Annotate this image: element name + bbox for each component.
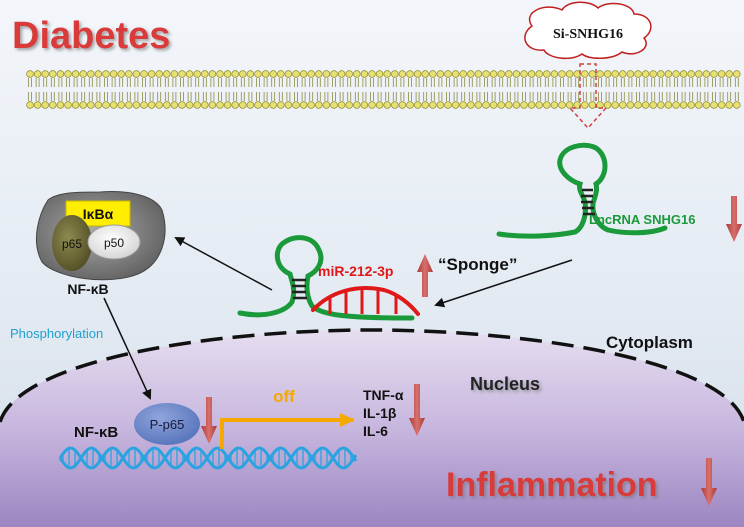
si-snhg16-cloud: Si-SNHG16 <box>524 1 652 60</box>
dna-helix <box>58 446 358 470</box>
mirna-label: miR-212-3p <box>318 263 393 279</box>
mirna-up-arrow <box>417 254 433 297</box>
transcription-off-arrow <box>220 413 355 449</box>
lncrna-snhg16-structure <box>496 142 668 239</box>
pp65-label: P-p65 <box>150 417 185 432</box>
p50-label: p50 <box>104 236 124 250</box>
lncrna-down-arrow <box>726 196 742 242</box>
off-label: off <box>273 387 295 406</box>
title-diabetes: Diabetes <box>12 15 170 57</box>
inflammation-label: Inflammation <box>446 466 658 504</box>
nfkb-nucleus-label: NF-κB <box>74 424 118 441</box>
p65-label: p65 <box>62 237 82 251</box>
sponge-label: “Sponge” <box>438 255 517 274</box>
nucleus-region <box>0 330 744 527</box>
pp65-down-arrow <box>201 397 217 444</box>
si-entry-arrow <box>568 63 608 130</box>
phosphorylation-arrow <box>103 297 152 400</box>
cytoplasm-label: Cytoplasm <box>606 333 693 352</box>
cytokines-down-arrow <box>409 384 425 436</box>
mirna-to-nfkb-arrow <box>174 237 273 291</box>
phosphorylation-label: Phosphorylation <box>10 326 103 341</box>
lncrna-to-mirna-arrow <box>434 259 573 308</box>
ikba-label: IκBα <box>83 206 114 222</box>
nuclear-membrane <box>0 328 744 423</box>
nfkb-label: NF-κB <box>67 281 108 297</box>
cell-membrane <box>26 70 741 109</box>
cytokine-il1b: IL-1β <box>363 405 397 421</box>
lncrna-label: LncRNA SNHG16 <box>589 212 695 227</box>
mirna-sponge-structure <box>237 235 420 321</box>
cytokine-il6: IL-6 <box>363 423 388 439</box>
si-snhg16-label: Si-SNHG16 <box>553 27 623 42</box>
nucleus-label: Nucleus <box>470 374 540 394</box>
cytokine-tnfa: TNF-α <box>363 387 404 403</box>
nfkb-complex <box>35 191 166 281</box>
pp65-ellipse <box>134 403 200 445</box>
inflammation-down-arrow <box>701 458 717 506</box>
